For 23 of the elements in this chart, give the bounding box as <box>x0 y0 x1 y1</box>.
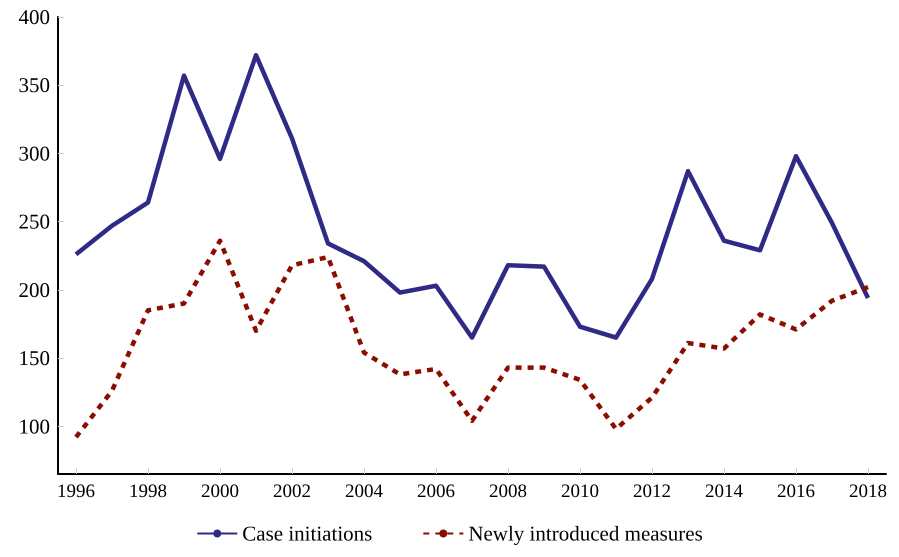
y-tick-label: 250 <box>18 210 50 234</box>
line-series <box>74 52 870 340</box>
y-tick-label: 400 <box>18 5 50 29</box>
y-tick-label: 200 <box>18 278 50 302</box>
legend-label: Newly introduced measures <box>468 522 703 546</box>
x-tick-label: 2014 <box>705 481 744 502</box>
legend-label: Case initiations <box>242 522 372 546</box>
x-tick-label: 1996 <box>57 481 95 502</box>
y-tick-label: 150 <box>18 346 50 370</box>
y-tick-label: 300 <box>18 141 50 166</box>
x-tick-label: 2010 <box>561 481 599 502</box>
x-tick-label: 2002 <box>273 481 311 502</box>
y-tick-label: 350 <box>18 73 50 98</box>
x-tick-label: 2000 <box>201 481 239 502</box>
y-tick-label: 100 <box>18 414 50 438</box>
x-tick-label: 1998 <box>129 481 167 502</box>
line-series <box>74 238 870 440</box>
x-tick-label: 2012 <box>633 481 671 502</box>
x-tick-label: 2008 <box>489 481 527 502</box>
x-tick-label: 2018 <box>849 481 887 502</box>
x-tick-label: 2004 <box>345 481 384 502</box>
x-tick-label: 2016 <box>777 481 815 502</box>
x-tick-label: 2006 <box>417 481 455 502</box>
